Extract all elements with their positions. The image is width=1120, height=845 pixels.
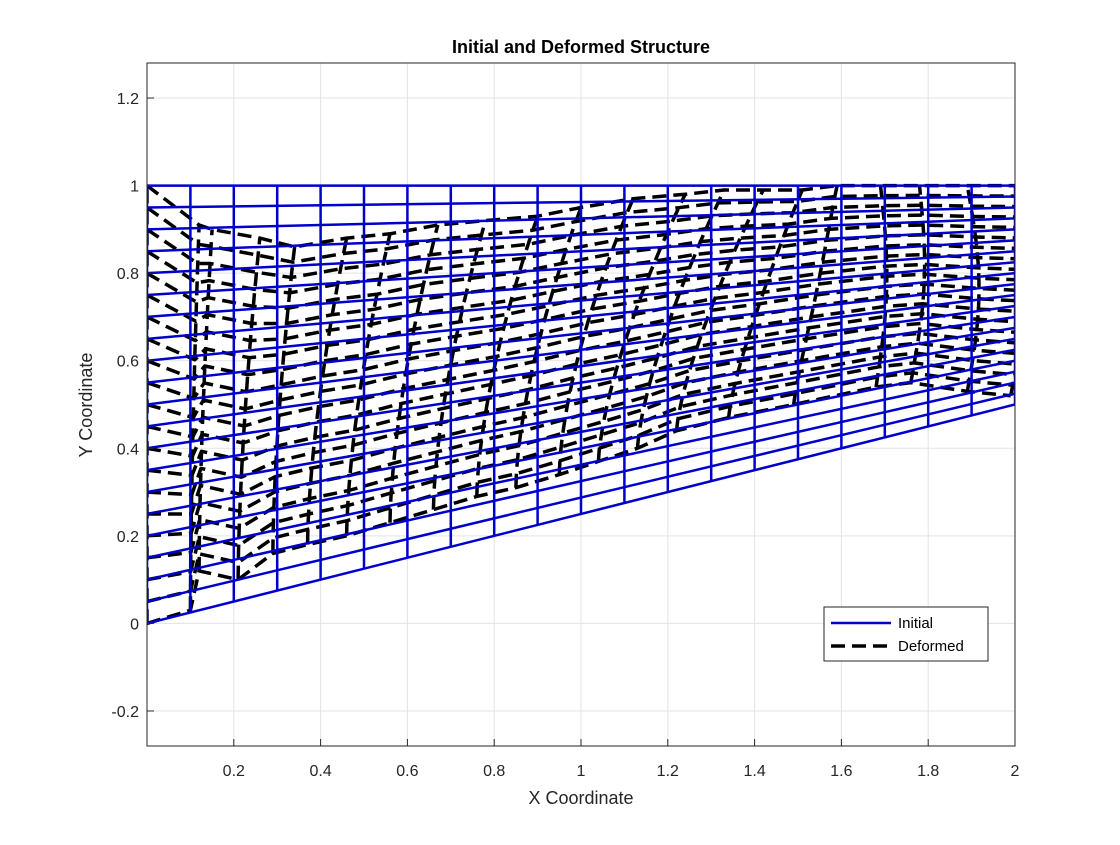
ticks: 0.2 0.4 0.6 0.8 1 1.2 1.4 1.6 1.8 2 -0.2 0 0.2 0.4 0.6… bbox=[111, 91, 1019, 780]
legend: Initial Deformed bbox=[823, 606, 989, 662]
deformed-row-line bbox=[147, 321, 1015, 497]
initial-row-line bbox=[147, 271, 1015, 362]
initial-row-line bbox=[147, 348, 1015, 516]
deformed-row-line bbox=[147, 331, 1015, 516]
deformed-column-line bbox=[909, 185, 927, 383]
deformed-row-line bbox=[147, 380, 1011, 626]
initial-row-line bbox=[147, 304, 1015, 428]
y-tick-label: 0 bbox=[130, 616, 139, 633]
initial-row-line bbox=[147, 403, 1015, 625]
x-tick-label: 1 bbox=[577, 763, 586, 780]
deformed-row-line bbox=[147, 242, 1015, 343]
chart-title: Initial and Deformed Structure bbox=[452, 37, 710, 57]
initial-row-line bbox=[147, 359, 1015, 538]
deformed-row-line bbox=[147, 341, 1015, 538]
x-tick-label: 0.2 bbox=[223, 763, 245, 780]
legend-label-initial: Initial bbox=[898, 615, 933, 632]
initial-row-line bbox=[147, 239, 1015, 297]
initial-row-line bbox=[147, 282, 1015, 384]
y-tick-label: 0.8 bbox=[117, 266, 139, 283]
legend-box bbox=[823, 606, 989, 662]
x-tick-label: 0.8 bbox=[483, 763, 505, 780]
deformed-row-line bbox=[147, 272, 1015, 401]
deformed-row-line bbox=[147, 351, 1015, 560]
legend-label-deformed: Deformed bbox=[898, 638, 964, 655]
data-layer bbox=[147, 183, 1015, 626]
deformed-row-line bbox=[147, 371, 1013, 604]
x-tick-label: 1.4 bbox=[743, 763, 765, 780]
deformed-column-line bbox=[344, 233, 392, 536]
deformed-column-line bbox=[674, 189, 765, 432]
deformed-row-line bbox=[147, 213, 1015, 295]
x-axis-label: X Coordinate bbox=[528, 788, 633, 808]
initial-row-line bbox=[147, 370, 1015, 559]
y-axis-label: Y Coordinate bbox=[76, 353, 96, 458]
deformed-column-line bbox=[431, 220, 488, 510]
deformed-row-line bbox=[147, 193, 1015, 264]
deformed-column-line bbox=[514, 206, 583, 488]
y-tick-label: 1.2 bbox=[117, 91, 139, 108]
x-tick-label: 1.6 bbox=[830, 763, 852, 780]
initial-row-line bbox=[147, 392, 1015, 603]
y-tick-label: 0.6 bbox=[117, 354, 139, 371]
y-tick-label: 0.2 bbox=[117, 529, 139, 546]
y-tick-label: 0.4 bbox=[117, 441, 139, 458]
initial-row-line bbox=[147, 228, 1015, 275]
x-tick-label: 2 bbox=[1011, 763, 1020, 780]
x-tick-label: 0.4 bbox=[309, 763, 331, 780]
deformed-row-line bbox=[147, 262, 1015, 381]
initial-row-line bbox=[147, 381, 1015, 581]
initial-row-line bbox=[147, 206, 1015, 231]
deformed-row-line bbox=[147, 233, 1015, 326]
deformed-row-line bbox=[147, 252, 1015, 362]
deformed-column-line bbox=[271, 246, 297, 554]
deformed-row-line bbox=[147, 203, 1015, 280]
deformed-row-line bbox=[147, 292, 1015, 439]
initial-row-line bbox=[147, 326, 1015, 472]
initial-row-line bbox=[147, 260, 1015, 341]
initial-row-line bbox=[147, 195, 1015, 209]
y-tick-label: 1 bbox=[130, 179, 139, 196]
deformed-row-line bbox=[147, 302, 1015, 458]
deformed-column-line bbox=[557, 198, 635, 475]
initial-row-line bbox=[147, 217, 1015, 253]
initial-row-line bbox=[147, 337, 1015, 494]
x-tick-label: 1.8 bbox=[917, 763, 939, 780]
x-tick-label: 1.2 bbox=[657, 763, 679, 780]
y-tick-label: -0.2 bbox=[111, 704, 139, 721]
x-tick-label: 0.6 bbox=[396, 763, 418, 780]
initial-row-line bbox=[147, 315, 1015, 450]
deformed-row-line bbox=[147, 361, 1015, 582]
initial-row-line bbox=[147, 250, 1015, 319]
initial-row-line bbox=[147, 293, 1015, 406]
